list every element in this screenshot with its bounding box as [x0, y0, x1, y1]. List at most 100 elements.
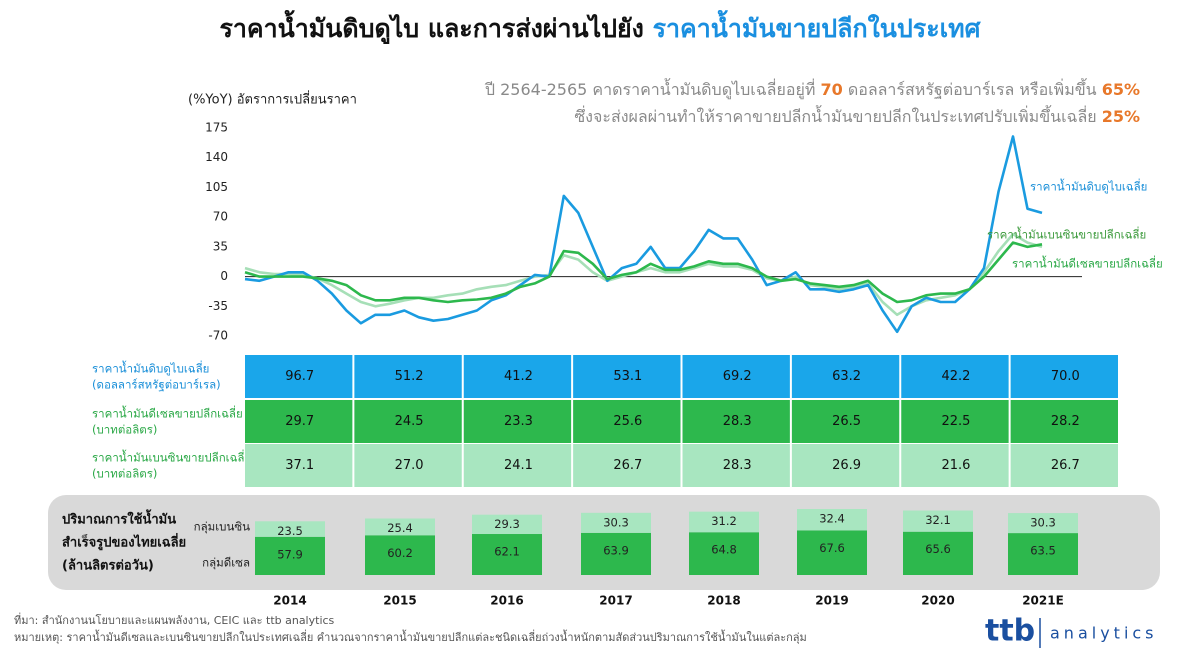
- table-cell: [791, 355, 900, 398]
- cell-value: 69.2: [723, 369, 752, 384]
- cell-value: 37.1: [285, 458, 314, 473]
- table-cell: [463, 444, 572, 487]
- table-cell: [901, 400, 1009, 443]
- bar-segment: [581, 532, 651, 575]
- y-tick-label: 175: [205, 120, 228, 134]
- y-tick-label: -35: [208, 299, 228, 313]
- table-cell: [573, 400, 681, 443]
- legend-label: กลุ่มเบนซิน: [194, 520, 250, 534]
- y-tick-label: 140: [205, 150, 228, 164]
- x-tick-label: 2020: [921, 594, 954, 608]
- cell-value: 28.2: [1051, 414, 1080, 429]
- source: ที่มา: สำนักงานนโยบายและแผนพลังงาน, CEIC…: [14, 612, 335, 627]
- cell-value: 51.2: [395, 369, 424, 384]
- legend-label: ราคาน้ำมันเบนซินขายปลีกเฉลี่ย: [987, 227, 1146, 242]
- table-cell: [901, 355, 1009, 398]
- bar-segment: [903, 510, 973, 532]
- table-cell: [463, 355, 572, 398]
- value-label: 31.2: [711, 514, 737, 528]
- value-label: 67.6: [819, 541, 845, 555]
- cell-value: 23.3: [504, 414, 533, 429]
- cell-value: 24.5: [395, 414, 424, 429]
- legend-label: กลุ่มดีเซล: [202, 556, 250, 570]
- cell-value: 29.7: [285, 414, 314, 429]
- y-axis-title: (%YoY) อัตราการเปลี่ยนราคา: [188, 91, 357, 108]
- bar-segment: [797, 530, 867, 575]
- cell-value: 27.0: [395, 458, 424, 473]
- bar-segment: [365, 518, 435, 536]
- annotation-text: ดอลลาร์สหรัฐต่อบาร์เรล หรือเพิ่มขึ้น: [843, 78, 1102, 99]
- row-label: ราคาน้ำมันดีเซลขายปลีกเฉลี่ย: [92, 406, 243, 421]
- title: ราคาน้ำมันดิบดูไบ และการส่งผ่านไปยัง ราค…: [219, 9, 981, 45]
- bar-segment: [365, 535, 435, 575]
- row-label: (บาทต่อลิตร): [92, 467, 157, 481]
- value-label: 63.5: [1030, 544, 1056, 558]
- y-tick-label: -70: [208, 329, 228, 343]
- cell-value: 28.3: [723, 458, 752, 473]
- row-label: ราคาน้ำมันดิบดูไบเฉลี่ย: [92, 361, 209, 376]
- table-cell: [1010, 444, 1118, 487]
- value-label: 23.5: [277, 524, 303, 538]
- table-cell: [1010, 400, 1118, 443]
- y-tick-label: 105: [205, 180, 228, 194]
- bar-segment: [797, 509, 867, 531]
- cell-value: 63.2: [832, 369, 861, 384]
- annotation-text: ซึ่งจะส่งผลผ่านทำให้ราคาขายปลีกน้ำมันขาย…: [574, 105, 1101, 126]
- value-label: 29.3: [494, 517, 520, 531]
- cell-value: 26.9: [832, 458, 861, 473]
- bar-segment: [255, 536, 325, 575]
- cell-value: 42.2: [941, 369, 970, 384]
- table-cell: [901, 444, 1009, 487]
- series-line: [244, 135, 1043, 334]
- x-tick-label: 2016: [490, 594, 523, 608]
- value-label: 57.9: [277, 547, 303, 561]
- series-line: [244, 232, 1043, 317]
- cell-value: 24.1: [504, 458, 533, 473]
- table-cell: [573, 444, 681, 487]
- annotation-highlight: 70: [820, 80, 842, 99]
- table-cell: [354, 444, 462, 487]
- bar-segment: [581, 512, 651, 533]
- table-cell: [791, 400, 900, 443]
- cell-value: 21.6: [941, 458, 970, 473]
- cell-value: 22.5: [941, 414, 970, 429]
- logo-mark: ttb: [985, 614, 1035, 649]
- value-label: 65.6: [925, 542, 951, 556]
- note: หมายเหตุ: ราคาน้ำมันดีเซลและเบนซินขายปลี…: [14, 629, 807, 644]
- table-cell: [682, 444, 790, 487]
- cell-value: 53.1: [613, 369, 642, 384]
- table-cell: [245, 444, 353, 487]
- x-tick-label: 2021E: [1022, 594, 1064, 608]
- bar-segment: [903, 531, 973, 575]
- table-cell: [463, 400, 572, 443]
- table-cell: [245, 355, 353, 398]
- annotation-highlight: 65%: [1102, 80, 1140, 99]
- annotation-line: ปี 2564-2565 คาดราคาน้ำมันดิบดูไบเฉลี่ยอ…: [484, 78, 1140, 100]
- x-tick-label: 2018: [707, 594, 740, 608]
- cell-value: 26.7: [613, 458, 642, 473]
- title-highlight: ราคาน้ำมันขายปลีกในประเทศ: [653, 9, 982, 43]
- table-cell: [682, 355, 790, 398]
- table-cell: [354, 355, 462, 398]
- legend-label: ราคาน้ำมันดีเซลขายปลีกเฉลี่ย: [1012, 256, 1163, 271]
- value-label: 32.4: [819, 512, 845, 526]
- value-label: 30.3: [1030, 516, 1056, 530]
- bar-segment: [255, 521, 325, 537]
- value-label: 30.3: [603, 515, 629, 529]
- y-tick-label: 35: [213, 239, 228, 253]
- bar-title: สำเร็จรูปของไทยเฉลี่ย: [62, 533, 186, 551]
- x-tick-label: 2017: [599, 594, 632, 608]
- x-tick-label: 2014: [273, 594, 306, 608]
- value-label: 64.8: [711, 543, 737, 557]
- value-label: 25.4: [387, 521, 413, 535]
- cell-value: 70.0: [1051, 369, 1080, 384]
- table-cell: [682, 400, 790, 443]
- cell-value: 25.6: [613, 414, 642, 429]
- value-label: 63.9: [603, 543, 629, 557]
- cell-value: 41.2: [504, 369, 533, 384]
- row-label: (บาทต่อลิตร): [92, 423, 157, 437]
- bar-segment: [472, 534, 542, 575]
- annotation-line: ซึ่งจะส่งผลผ่านทำให้ราคาขายปลีกน้ำมันขาย…: [574, 105, 1140, 126]
- y-tick-label: 0: [220, 269, 228, 283]
- table-cell: [573, 355, 681, 398]
